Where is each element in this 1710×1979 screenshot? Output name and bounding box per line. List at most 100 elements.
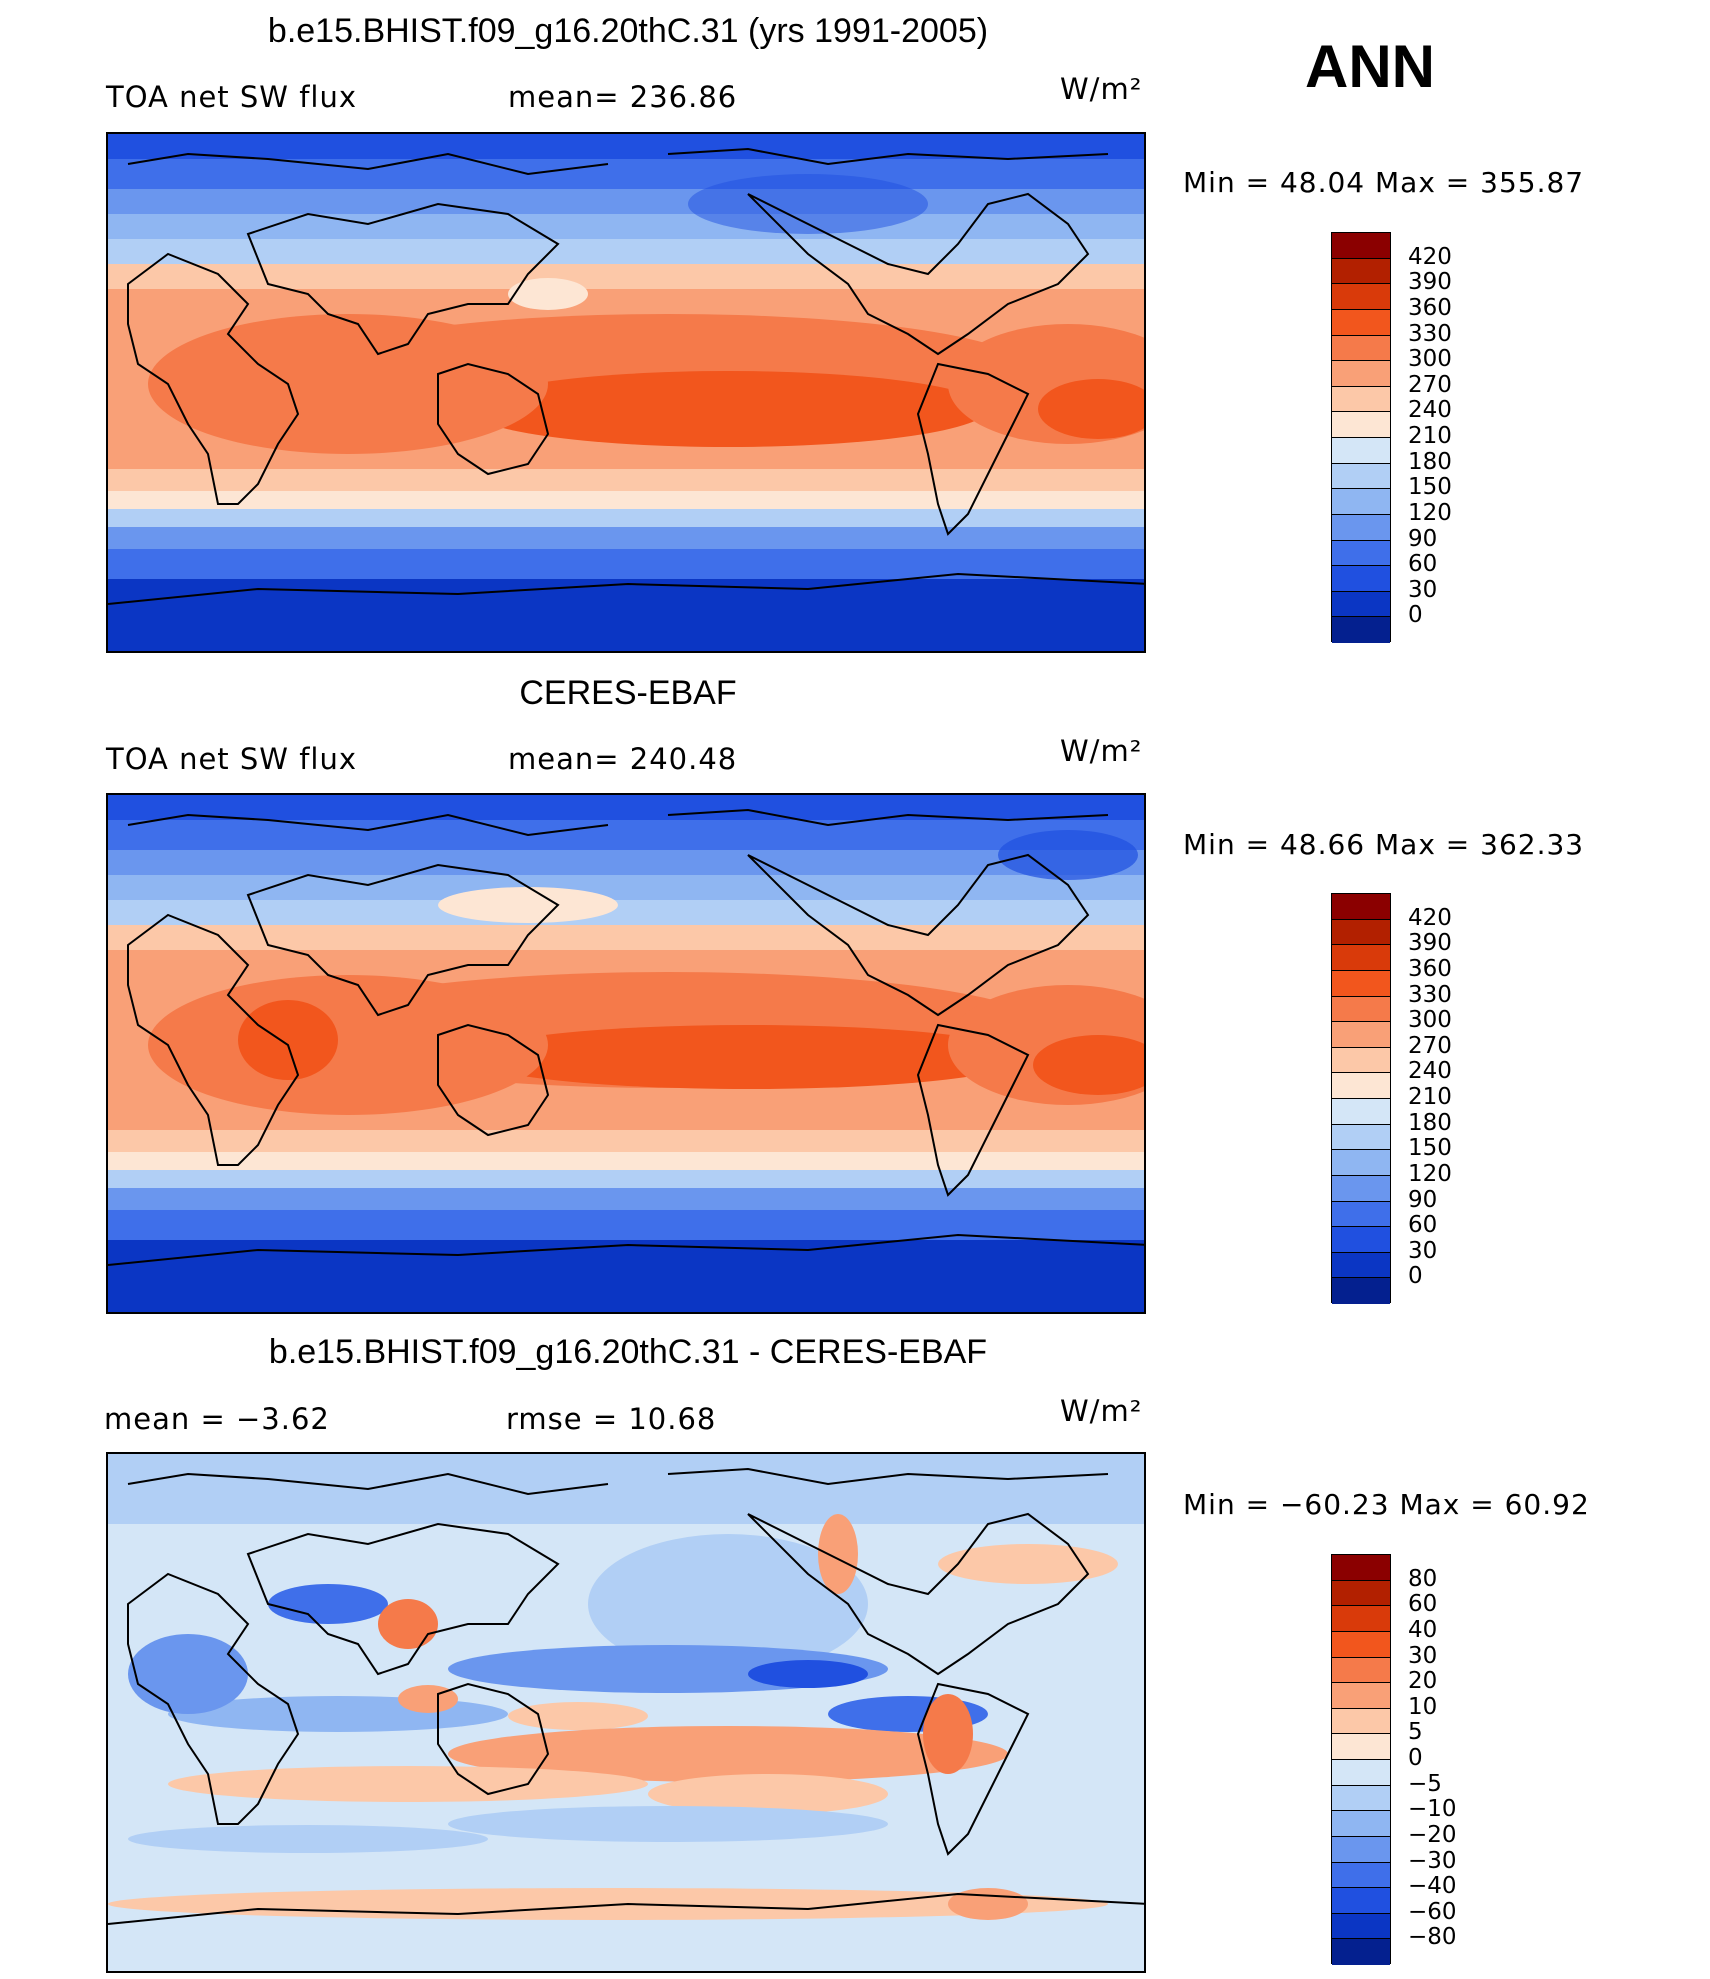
panel-2-center-label: mean= 240.48: [508, 742, 738, 776]
colorbar-swatch: [1332, 1939, 1390, 1965]
colorbar-label: 20: [1408, 1668, 1438, 1695]
colorbar-swatch: [1332, 514, 1390, 541]
colorbar-label: −10: [1408, 1796, 1457, 1823]
panel-1-map-svg: [108, 134, 1144, 651]
colorbar-label: 60: [1408, 551, 1438, 578]
colorbar-swatch: [1332, 617, 1390, 643]
panel-3-minmax: Min = −60.23 Max = 60.92: [1183, 1488, 1590, 1521]
panel-2-minmax: Min = 48.66 Max = 362.33: [1183, 828, 1585, 861]
colorbar-swatch: [1332, 258, 1390, 285]
colorbar-swatch: [1332, 1073, 1390, 1099]
colorbar-label: 120: [1408, 499, 1452, 526]
colorbar-swatch: [1332, 335, 1390, 362]
colorbar-label: 330: [1408, 981, 1452, 1008]
colorbar-swatch: [1332, 1124, 1390, 1151]
colorbar-swatch: [1332, 489, 1390, 515]
colorbar-swatch: [1332, 309, 1390, 336]
colorbar-label: 420: [1408, 904, 1452, 931]
season-label: ANN: [1305, 33, 1435, 100]
panel-3-title: b.e15.BHIST.f09_g16.20thC.31 - CERES-EBA…: [268, 1333, 988, 1371]
colorbar-swatch: [1332, 945, 1390, 971]
colorbar-swatch: [1332, 591, 1390, 618]
panel-1-left-label: TOA net SW flux: [106, 80, 358, 114]
colorbar-label: 120: [1408, 1160, 1452, 1187]
colorbar-label: −30: [1408, 1847, 1457, 1874]
colorbar-label: 270: [1408, 371, 1452, 398]
colorbar-swatch: [1332, 1150, 1390, 1176]
panel-2-colorbar: [1331, 893, 1391, 1304]
colorbar-swatch: [1332, 919, 1390, 946]
colorbar-label: 150: [1408, 474, 1452, 501]
colorbar-label: 330: [1408, 320, 1452, 347]
colorbar-swatch: [1332, 970, 1390, 997]
colorbar-label: −5: [1408, 1770, 1442, 1797]
colorbar-swatch: [1332, 1683, 1390, 1709]
colorbar-label: 300: [1408, 346, 1452, 373]
colorbar-label: 240: [1408, 1058, 1452, 1085]
colorbar-label: 40: [1408, 1616, 1438, 1643]
colorbar-label: 360: [1408, 955, 1452, 982]
colorbar-label: 180: [1408, 1109, 1452, 1136]
colorbar-label: 60: [1408, 1212, 1438, 1239]
colorbar-label: 90: [1408, 525, 1438, 552]
panel-3-units: W/m²: [1060, 1394, 1143, 1428]
colorbar-label: 180: [1408, 448, 1452, 475]
colorbar-swatch: [1332, 1047, 1390, 1074]
colorbar-swatch: [1332, 1785, 1390, 1812]
colorbar-swatch: [1332, 996, 1390, 1023]
colorbar-swatch: [1332, 361, 1390, 387]
colorbar-swatch: [1332, 386, 1390, 413]
panel-3-map: [106, 1452, 1146, 1973]
panel-1-colorbar: [1331, 232, 1391, 643]
panel-1-map: [106, 132, 1146, 653]
panel-3-map-svg: [108, 1454, 1144, 1971]
colorbar-label: 0: [1408, 1745, 1423, 1771]
colorbar-swatch: [1332, 233, 1390, 259]
colorbar-swatch: [1332, 1227, 1390, 1253]
colorbar-label: 270: [1408, 1032, 1452, 1059]
colorbar-swatch: [1332, 1278, 1390, 1304]
colorbar-label: 390: [1408, 269, 1452, 296]
colorbar-swatch: [1332, 1734, 1390, 1760]
colorbar-swatch: [1332, 1252, 1390, 1279]
panel-1-units: W/m²: [1060, 72, 1143, 106]
colorbar-swatch: [1332, 1606, 1390, 1632]
panel-1-center-label: mean= 236.86: [508, 80, 738, 114]
colorbar-label: 30: [1408, 1237, 1438, 1264]
colorbar-swatch: [1332, 1811, 1390, 1837]
colorbar-label: 0: [1408, 602, 1423, 629]
colorbar-swatch: [1332, 1580, 1390, 1607]
colorbar-swatch: [1332, 1201, 1390, 1228]
panel-2-map-svg: [108, 795, 1144, 1312]
colorbar-label: 10: [1408, 1693, 1438, 1720]
panel-2-units: W/m²: [1060, 734, 1143, 768]
colorbar-label: 210: [1408, 1084, 1452, 1110]
colorbar-label: −20: [1408, 1821, 1457, 1848]
colorbar-label: 420: [1408, 243, 1452, 270]
colorbar-swatch: [1332, 540, 1390, 567]
panel-3-colorbar: [1331, 1554, 1391, 1965]
colorbar-swatch: [1332, 1099, 1390, 1125]
panel-3-left-label: mean = −3.62: [104, 1402, 330, 1436]
colorbar-label: −60: [1408, 1898, 1457, 1925]
panel-2-map: [106, 793, 1146, 1314]
colorbar-label: −80: [1408, 1924, 1457, 1951]
colorbar-label: 5: [1408, 1719, 1423, 1746]
colorbar-label: 90: [1408, 1186, 1438, 1213]
colorbar-swatch: [1332, 1175, 1390, 1202]
colorbar-swatch: [1332, 1555, 1390, 1581]
panel-1-minmax: Min = 48.04 Max = 355.87: [1183, 166, 1585, 199]
colorbar-label: 390: [1408, 930, 1452, 957]
colorbar-swatch: [1332, 1862, 1390, 1889]
colorbar-label: 60: [1408, 1591, 1438, 1618]
colorbar-label: 360: [1408, 294, 1452, 321]
colorbar-label: 30: [1408, 576, 1438, 603]
colorbar-label: 0: [1408, 1263, 1423, 1290]
colorbar-swatch: [1332, 412, 1390, 438]
colorbar-swatch: [1332, 284, 1390, 310]
panel-2-left-label: TOA net SW flux: [106, 742, 358, 776]
colorbar-swatch: [1332, 566, 1390, 592]
colorbar-label: 30: [1408, 1642, 1438, 1669]
panel-2-title: CERES-EBAF: [519, 674, 737, 712]
colorbar-label: 210: [1408, 423, 1452, 449]
